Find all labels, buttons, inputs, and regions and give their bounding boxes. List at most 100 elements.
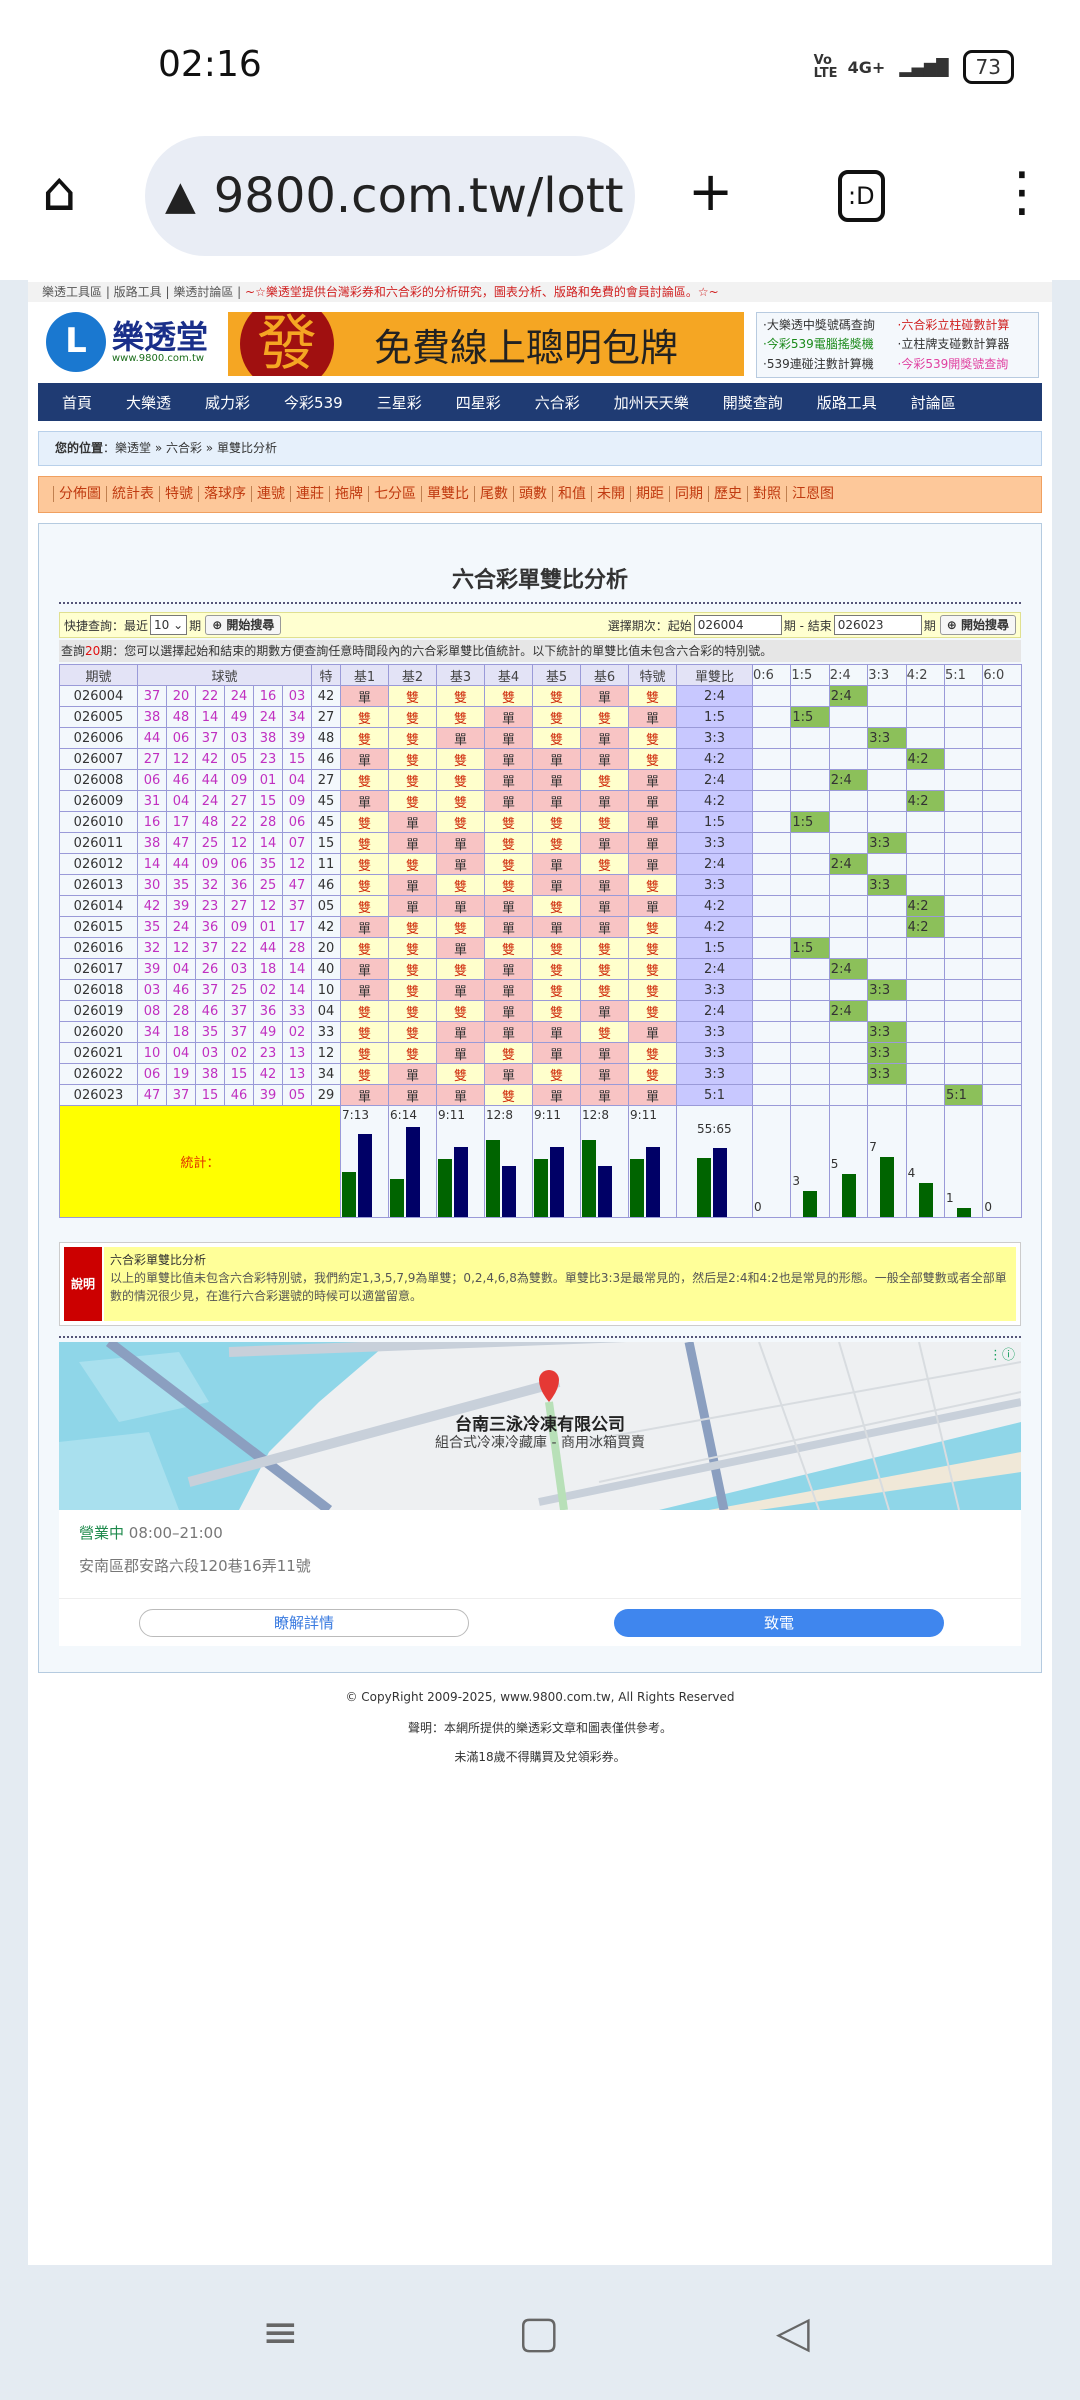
ball-cell: 44 xyxy=(253,937,283,959)
odd-cell: 單 xyxy=(580,832,630,854)
even-cell: 雙 xyxy=(436,748,486,770)
menu-item[interactable]: 統計表 xyxy=(106,486,159,502)
stat-label: 9:11 xyxy=(630,1108,657,1122)
even-cell: 雙 xyxy=(532,895,582,917)
logo-name: 樂透堂 xyxy=(112,317,209,356)
even-bar xyxy=(598,1165,613,1217)
dist-cell xyxy=(867,790,907,812)
ball-cell: 14 xyxy=(281,979,313,1001)
content-panel: 六合彩單雙比分析 快捷查詢：最近 10 ⌄ 期 ⊕ 開始搜尋 選擇期次：起始 0… xyxy=(38,523,1042,1673)
nav-item[interactable]: 首頁 xyxy=(62,393,93,412)
menu-item[interactable]: 歷史 xyxy=(708,486,747,502)
new-tab-icon[interactable]: + xyxy=(688,160,734,223)
menu-item[interactable]: 單雙比 xyxy=(421,486,474,502)
dist-cell xyxy=(982,1042,1022,1064)
banner-ad[interactable]: 發 免費線上聰明包牌 xyxy=(228,312,744,376)
ball-cell: 35 xyxy=(195,1021,225,1043)
menu-item[interactable]: 七分區 xyxy=(368,486,421,502)
dist-cell xyxy=(943,895,984,917)
even-cell: 雙 xyxy=(484,937,534,959)
menu-item[interactable]: 江恩图 xyxy=(786,486,839,502)
ball-cell: 35 xyxy=(253,853,283,875)
nav-item[interactable]: 三星彩 xyxy=(376,393,422,412)
header-dist: 1:5 xyxy=(790,664,830,686)
ball-cell: 07 xyxy=(281,832,313,854)
nav-item[interactable]: 加州天天樂 xyxy=(613,393,689,412)
menu-item[interactable]: 連號 xyxy=(251,486,290,502)
info-icon[interactable]: ⋮ⓘ xyxy=(988,1348,1015,1363)
site-logo[interactable]: L 樂透堂 www.9800.com.tw xyxy=(46,312,208,372)
nav-item[interactable]: 討論區 xyxy=(910,393,956,412)
dist-hit-cell: 3:3 xyxy=(867,979,907,1001)
quick-search-button[interactable]: ⊕ 開始搜尋 xyxy=(205,615,282,635)
nav-item[interactable]: 開獎查詢 xyxy=(722,393,783,412)
home-icon[interactable]: ⌂ xyxy=(42,160,77,223)
header-dist: 3:3 xyxy=(867,664,907,686)
odd-cell: 單 xyxy=(580,874,630,896)
end-input[interactable]: 026023 xyxy=(833,615,922,635)
home-square-icon[interactable]: ▢ xyxy=(518,2307,560,2358)
breadcrumb-path[interactable]: ：樂透堂 » 六合彩 » 單雙比分析 xyxy=(103,441,277,455)
dist-cell xyxy=(867,748,907,770)
menu-item[interactable]: 頭數 xyxy=(513,486,552,502)
tabs-button[interactable]: :D xyxy=(838,170,885,222)
quick-link[interactable]: ·大樂透中獎號碼查詢 xyxy=(763,318,875,332)
even-cell: 雙 xyxy=(388,748,438,770)
ball-cell: 09 xyxy=(224,916,254,938)
menu-item[interactable]: 連莊 xyxy=(290,486,329,502)
nav-item[interactable]: 威力彩 xyxy=(205,393,251,412)
ratio-cell: 1:5 xyxy=(676,937,754,959)
ratio-cell: 2:4 xyxy=(676,958,754,980)
ratio-cell: 4:2 xyxy=(676,895,754,917)
odd-cell: 單 xyxy=(580,895,630,917)
details-button[interactable]: 瞭解詳情 xyxy=(139,1609,469,1637)
ball-cell: 12 xyxy=(166,937,196,959)
header-dist: 2:4 xyxy=(828,664,869,686)
menu-item[interactable]: 同期 xyxy=(669,486,708,502)
map-ad[interactable]: 台南三泳冷凍有限公司 組合式冷凍冷藏庫 - 商用冰箱買賣 ⋮ⓘ xyxy=(59,1342,1021,1510)
ball-cell: 06 xyxy=(166,727,196,749)
quick-link[interactable]: ·539連碰注數計算機 xyxy=(763,356,874,371)
dist-cell xyxy=(790,874,830,896)
period-cell: 026016 xyxy=(59,937,138,959)
menu-item[interactable]: 拖牌 xyxy=(329,486,368,502)
address-bar[interactable]: ▲ 9800.com.tw/lott xyxy=(145,136,635,256)
nav-item[interactable]: 四星彩 xyxy=(455,393,501,412)
nav-item[interactable]: 六合彩 xyxy=(534,393,580,412)
dist-cell xyxy=(905,979,945,1001)
stat-label: 7:13 xyxy=(342,1108,369,1122)
menu-item[interactable]: 期距 xyxy=(630,486,669,502)
odd-bar xyxy=(438,1159,453,1217)
menu-item[interactable]: 特號 xyxy=(159,486,198,502)
recent-select[interactable]: 10 ⌄ xyxy=(150,615,188,635)
call-button[interactable]: 致電 xyxy=(614,1609,944,1637)
menu-item[interactable]: 未開 xyxy=(591,486,630,502)
even-cell: 雙 xyxy=(532,832,582,854)
nav-item[interactable]: 大樂透 xyxy=(126,393,172,412)
more-menu-icon[interactable]: ⋮ xyxy=(995,160,1049,223)
dist-cell xyxy=(790,895,830,917)
menu-item[interactable]: 對照 xyxy=(747,486,786,502)
back-icon[interactable]: ◁ xyxy=(776,2307,810,2358)
menu-item[interactable]: 尾數 xyxy=(474,486,513,502)
nav-item[interactable]: 今彩539 xyxy=(284,393,343,412)
even-cell: 雙 xyxy=(388,1000,438,1022)
quick-link[interactable]: ·今彩539電腦搖獎機 xyxy=(763,337,874,352)
tool-links[interactable]: 樂透工具區 | 版路工具 | 樂透討論區 | xyxy=(42,285,242,299)
quick-link[interactable]: ·今彩539開獎號查詢 xyxy=(897,356,1009,371)
range-search-button[interactable]: ⊕ 開始搜尋 xyxy=(939,615,1016,635)
start-input[interactable]: 026004 xyxy=(693,615,782,635)
nav-item[interactable]: 版路工具 xyxy=(816,393,877,412)
quick-link[interactable]: ·立柱牌支碰數計算器 xyxy=(897,337,1010,352)
menu-item[interactable]: 分佈圖 xyxy=(53,486,106,502)
menu-item[interactable]: 落球序 xyxy=(198,486,251,502)
header-base: 基4 xyxy=(484,664,534,686)
dist-cell xyxy=(982,916,1022,938)
quick-link[interactable]: ·六合彩立柱碰數計算 xyxy=(897,318,1010,332)
dist-cell xyxy=(943,979,984,1001)
menu-item[interactable]: 和值 xyxy=(552,486,591,502)
stat-label: 55:65 xyxy=(697,1122,732,1136)
menu-icon[interactable]: ≡ xyxy=(262,2307,299,2358)
dist-cell xyxy=(905,958,945,980)
odd-cell: 單 xyxy=(436,853,486,875)
